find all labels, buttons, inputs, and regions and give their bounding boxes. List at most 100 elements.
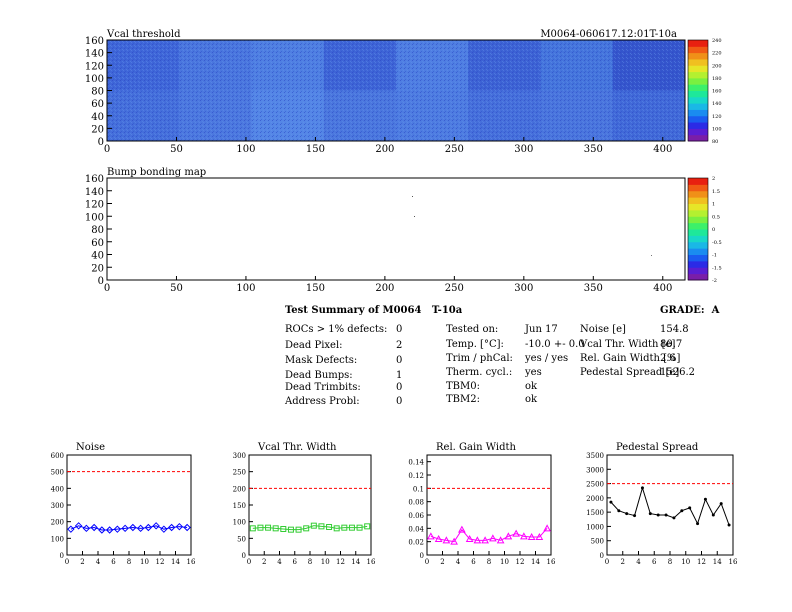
y-tick-label: 500 (51, 469, 64, 477)
result-value: 2.6 (660, 353, 676, 364)
x-tick-label: 14 (713, 558, 722, 566)
x-tick-label: 200 (375, 144, 394, 155)
chart-title: Pedestal Spread (616, 442, 699, 453)
x-tick-label: 10 (321, 558, 330, 566)
data-point (535, 532, 544, 540)
y-tick-label: 0 (60, 552, 64, 560)
data-point (257, 524, 264, 531)
palette-band (688, 216, 708, 224)
palette-band (688, 52, 708, 60)
palette-band (688, 260, 708, 268)
data-point (450, 537, 458, 545)
condition-label: Tested on: (446, 324, 499, 335)
data-point (688, 506, 692, 510)
data-point (287, 526, 294, 533)
x-tick-label: 8 (308, 558, 312, 566)
data-point (609, 500, 613, 504)
palette-label: 180 (712, 76, 722, 82)
x-tick-label: 350 (584, 144, 603, 155)
x-tick-label: 12 (156, 558, 165, 566)
data-point (326, 524, 333, 530)
data-point (442, 536, 451, 544)
summary-title-text: Test Summary of M0064 (285, 305, 422, 316)
data-point (356, 524, 363, 531)
x-tick-label: 400 (653, 144, 672, 155)
y-tick-label: 80 (91, 87, 104, 98)
x-tick-label: 14 (351, 558, 360, 566)
x-tick-label: 150 (306, 283, 325, 294)
data-point (318, 523, 325, 530)
palette-band (688, 273, 708, 281)
palette-band (688, 248, 708, 255)
x-tick-label: 0 (425, 558, 429, 566)
condition-label: TBM0: (446, 381, 480, 392)
palette-band (688, 190, 708, 198)
summary-title-suffix: T-10a (431, 305, 463, 316)
x-tick-label: 10 (681, 558, 690, 566)
y-tick-label: 3000 (586, 466, 604, 474)
palette-label: 160 (712, 89, 722, 95)
y-tick-label: 1000 (586, 523, 604, 531)
defect-label: ROCs > 1% defects: (285, 324, 388, 335)
data-point (183, 523, 191, 532)
condition-value: ok (525, 394, 538, 405)
bump-map-frame (106, 177, 686, 281)
x-tick-label: 250 (445, 283, 464, 294)
y-tick-label: 120 (85, 200, 104, 211)
bump-bonding-map: Bump bonding map 0 50 100 150 200 250 300 350 40… (85, 167, 722, 294)
data-point (136, 524, 145, 533)
grade: GRADE: A (660, 305, 719, 316)
data-point (67, 525, 75, 533)
data-point (364, 523, 371, 530)
y-tick-label: 300 (233, 452, 246, 460)
data-point (543, 524, 551, 532)
data-point (496, 536, 505, 544)
series-line (610, 486, 730, 526)
condition-label: Therm. cycl.: (446, 367, 513, 378)
series-line (70, 525, 188, 531)
palette-band (688, 254, 708, 262)
series-line (430, 528, 548, 543)
palette-band (688, 184, 708, 192)
x-tick-label: 250 (445, 144, 464, 155)
x-tick-label: 0 (104, 144, 110, 155)
palette-band (688, 197, 708, 204)
defect-label: Dead Trimbits: (285, 382, 361, 393)
chart-title: Vcal Thr. Width (257, 442, 337, 453)
y-tick-label: 2500 (586, 481, 604, 489)
y-tick-label: 50 (237, 535, 246, 543)
data-point (664, 513, 668, 517)
palette-label: 1.5 (712, 189, 720, 195)
data-point (121, 524, 129, 533)
x-tick-label: 0 (247, 558, 251, 566)
data-point (348, 524, 355, 531)
y-tick-label: 200 (51, 519, 64, 527)
palette-label: 80 (712, 139, 718, 145)
palette-frame (687, 177, 709, 281)
y-tick-label: 0 (600, 552, 604, 560)
defect-label: Dead Bumps: (285, 370, 353, 381)
data-point (333, 525, 340, 532)
palette-band (688, 109, 708, 117)
data-point (265, 524, 272, 531)
x-tick-label: 12 (697, 558, 706, 566)
palette-band (688, 96, 708, 104)
data-point (648, 512, 652, 516)
data-point (144, 523, 153, 532)
palette-label: 140 (712, 101, 722, 107)
y-tick-label: 0 (242, 552, 246, 560)
defect-value: 2 (396, 340, 403, 351)
condition-value: ok (525, 381, 538, 392)
bump-defect-dot (651, 255, 652, 256)
palette-band (688, 40, 708, 47)
result-value: 1526.2 (660, 367, 695, 378)
data-point (489, 534, 497, 542)
y-tick-label: 0 (98, 137, 104, 148)
x-tick-label: 8 (668, 558, 672, 566)
x-tick-label: 100 (236, 283, 255, 294)
palette-label: 2 (712, 176, 715, 182)
y-tick-label: 600 (51, 452, 64, 460)
data-point (249, 525, 256, 532)
data-point (633, 514, 637, 518)
